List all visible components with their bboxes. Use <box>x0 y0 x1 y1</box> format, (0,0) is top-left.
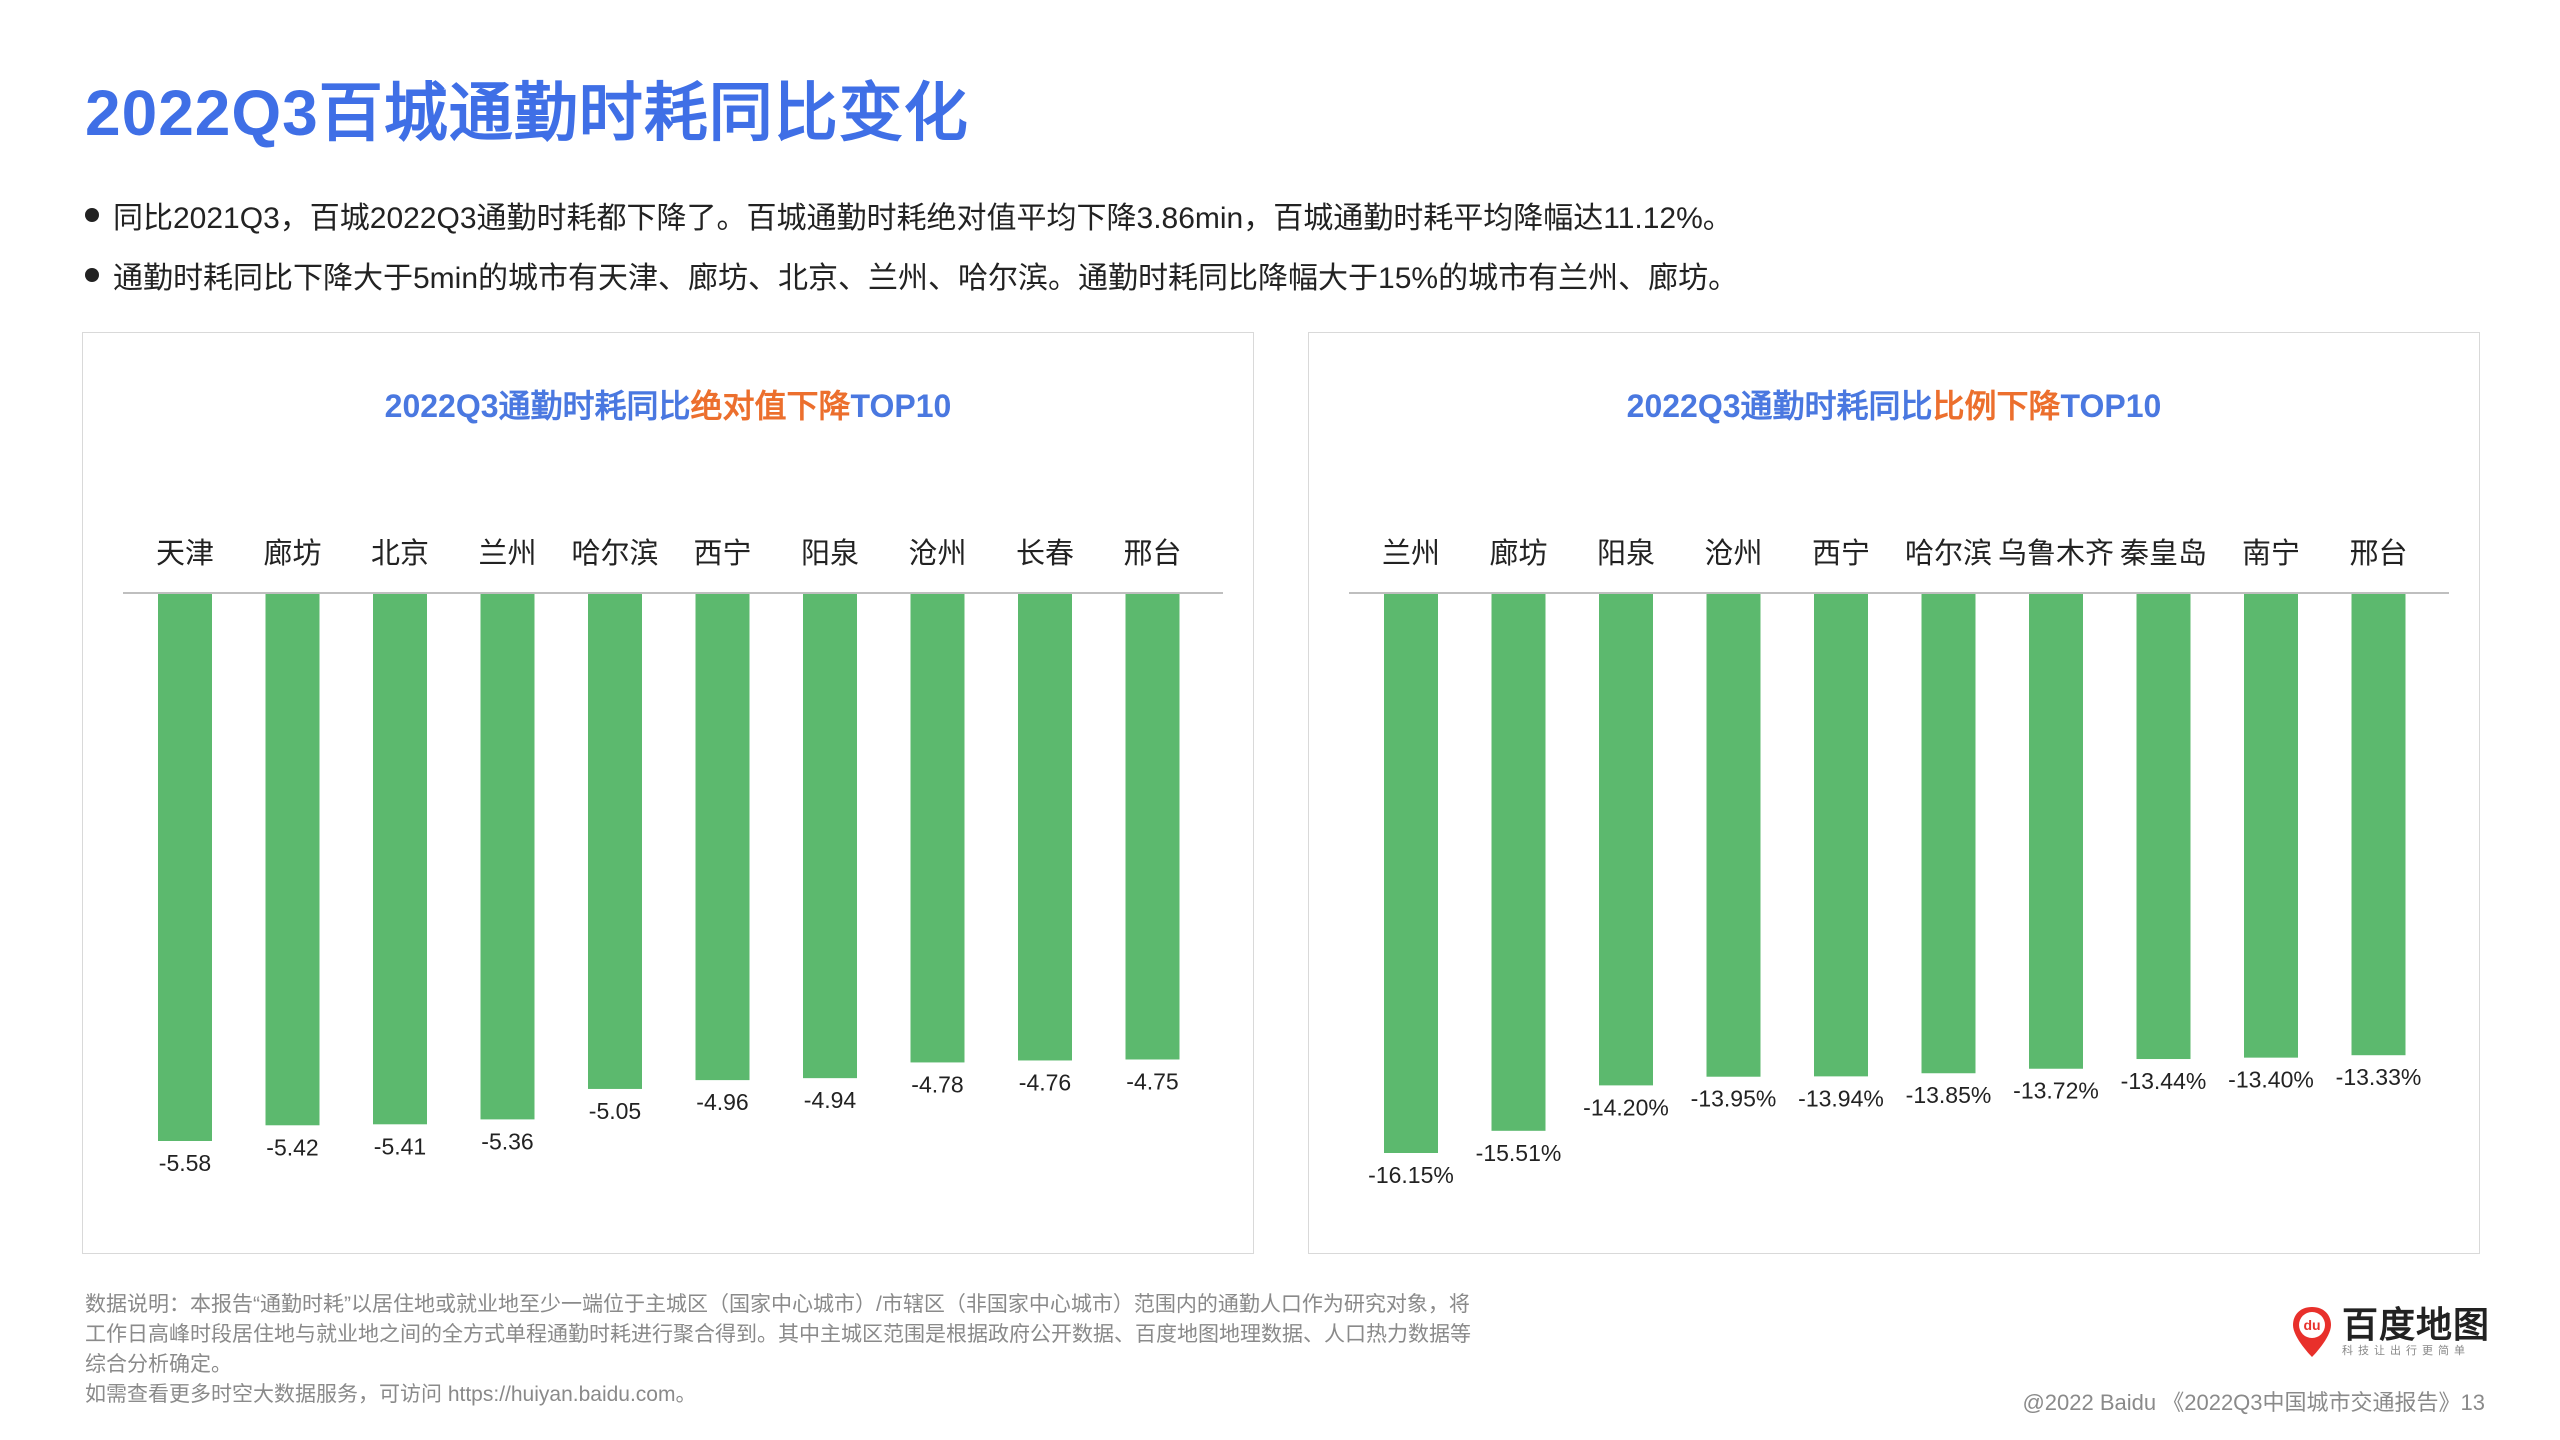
chart-title-highlight: 比例下降 <box>1932 388 2061 424</box>
bullet-item: 同比2021Q3，百城2022Q3通勤时耗都下降了。百城通勤时耗绝对值平均下降3… <box>85 185 1738 245</box>
bar <box>158 593 212 1141</box>
category-label: 阳泉 <box>1597 537 1655 570</box>
bar-value-label: -13.40% <box>2228 1067 2314 1093</box>
map-pin-icon: du <box>2293 1307 2331 1357</box>
category-label: 邢台 <box>2349 537 2407 570</box>
bar-value-label: -15.51% <box>1476 1140 1562 1166</box>
footnote-line: 数据说明：本报告“通勤时耗”以居住地或就业地至少一端位于主城区（国家中心城市）/… <box>85 1293 1470 1316</box>
bar <box>2244 593 2298 1058</box>
bar <box>1814 593 1868 1077</box>
logo-mark: du <box>2303 1317 2320 1333</box>
bar <box>1491 593 1546 1131</box>
bar-value-label: -13.95% <box>1691 1086 1777 1112</box>
bar <box>1125 593 1180 1060</box>
bar-value-label: -13.44% <box>2121 1068 2207 1094</box>
chart-title-prefix: 2022Q3通勤时耗同比 <box>384 388 691 424</box>
bar-value-label: -5.36 <box>481 1128 533 1154</box>
bar-value-label: -4.94 <box>804 1087 857 1113</box>
bar <box>1706 593 1761 1077</box>
category-label: 乌鲁木齐 <box>1998 537 2114 570</box>
bar <box>588 593 642 1089</box>
bar-value-label: -13.33% <box>2336 1064 2422 1090</box>
category-label: 哈尔滨 <box>571 537 658 570</box>
chart-panel-absolute: 2022Q3通勤时耗同比绝对值下降TOP10 天津 -5.58 廊坊 -5.42 北京 -… <box>82 332 1254 1254</box>
bullet-text: 通勤时耗同比下降大于5min的城市有天津、廊坊、北京、兰州、哈尔滨。通勤时耗同比… <box>113 262 1739 295</box>
category-label: 长春 <box>1016 537 1074 570</box>
footnote-line: 如需查看更多时空大数据服务，可访问 https://huiyan.baidu.c… <box>85 1383 697 1406</box>
bar-chart-absolute: 天津 -5.58 廊坊 -5.42 北京 -5.41 兰州 -5.36 哈尔滨 -5.05 西宁 -4… <box>123 537 1223 1176</box>
category-label: 沧州 <box>908 537 966 570</box>
bar-value-label: -13.85% <box>1906 1082 1992 1108</box>
page-title: 2022Q3百城通勤时耗同比变化 <box>85 77 969 149</box>
logo-slogan: 科技让出行更简单 <box>2342 1345 2470 1357</box>
bullet-text: 同比2021Q3，百城2022Q3通勤时耗都下降了。百城通勤时耗绝对值平均下降3… <box>113 202 1733 235</box>
category-label: 兰州 <box>478 537 536 570</box>
bar <box>1384 593 1438 1153</box>
bar-value-label: -5.41 <box>374 1133 426 1159</box>
category-label: 廊坊 <box>263 537 321 570</box>
bar-value-label: -5.58 <box>159 1150 211 1176</box>
baidu-map-logo: du 百度地图 科技让出行更简单 <box>2290 1305 2490 1359</box>
bar-value-label: -4.78 <box>911 1071 963 1097</box>
category-label: 哈尔滨 <box>1905 537 1992 570</box>
bar-value-label: -13.72% <box>2013 1078 2099 1104</box>
bar <box>2029 593 2083 1069</box>
bar-value-label: -13.94% <box>1798 1085 1884 1111</box>
bar <box>803 593 857 1079</box>
chart-title-prefix: 2022Q3通勤时耗同比 <box>1626 388 1933 424</box>
bar <box>695 593 750 1081</box>
category-label: 北京 <box>371 537 429 570</box>
bar <box>1018 593 1072 1061</box>
bar-value-label: -14.20% <box>1583 1094 1669 1120</box>
bar-value-label: -4.75 <box>1126 1068 1178 1094</box>
bullet-dot-icon <box>85 268 99 282</box>
bar-value-label: -16.15% <box>1368 1162 1454 1188</box>
logo-name: 百度地图 <box>2342 1304 2491 1345</box>
bar <box>265 593 320 1126</box>
category-label: 廊坊 <box>1489 537 1547 570</box>
bar <box>373 593 427 1125</box>
chart-title: 2022Q3通勤时耗同比绝对值下降TOP10 <box>83 381 1253 427</box>
bar <box>480 593 535 1120</box>
bar-chart-ratio: 兰州 -16.15% 廊坊 -15.51% 阳泉 -14.20% 沧州 -13.95% 西宁 -1… <box>1349 537 2449 1188</box>
category-label: 西宁 <box>693 537 751 570</box>
footnote-line: 综合分析确定。 <box>85 1353 232 1376</box>
category-label: 沧州 <box>1704 537 1762 570</box>
chart-panel-ratio: 2022Q3通勤时耗同比比例下降TOP10 兰州 -16.15% 廊坊 -15.51%… <box>1308 332 2480 1254</box>
category-label: 南宁 <box>2242 537 2300 570</box>
bar-value-label: -5.42 <box>266 1134 318 1160</box>
category-label: 天津 <box>156 538 214 570</box>
chart-title-highlight: 绝对值下降 <box>690 388 851 424</box>
bar-value-label: -4.96 <box>696 1089 748 1115</box>
bullet-item: 通勤时耗同比下降大于5min的城市有天津、廊坊、北京、兰州、哈尔滨。通勤时耗同比… <box>85 245 1738 305</box>
bar <box>1921 593 1976 1074</box>
chart-title-suffix: TOP10 <box>2060 388 2162 424</box>
bar <box>2136 593 2191 1060</box>
category-label: 西宁 <box>1812 537 1870 570</box>
chart-title-suffix: TOP10 <box>850 388 952 424</box>
bar-value-label: -4.76 <box>1019 1069 1071 1095</box>
category-label: 阳泉 <box>801 537 859 570</box>
bullet-dot-icon <box>85 208 99 222</box>
bar <box>2351 593 2406 1056</box>
chart-title: 2022Q3通勤时耗同比比例下降TOP10 <box>1309 381 2479 427</box>
bar <box>1599 593 1653 1086</box>
bar <box>910 593 965 1063</box>
category-label: 秦皇岛 <box>2120 537 2207 570</box>
summary-bullets: 同比2021Q3，百城2022Q3通勤时耗都下降了。百城通勤时耗绝对值平均下降3… <box>85 185 1738 305</box>
category-label: 兰州 <box>1382 537 1440 570</box>
data-footnote: 数据说明：本报告“通勤时耗”以居住地或就业地至少一端位于主城区（国家中心城市）/… <box>85 1290 1645 1410</box>
bar-value-label: -5.05 <box>589 1098 641 1124</box>
copyright-text: @2022 Baidu 《2022Q3中国城市交通报告》13 <box>2022 1390 2485 1415</box>
footnote-line: 工作日高峰时段居住地与就业地之间的全方式单程通勤时耗进行聚合得到。其中主城区范围… <box>85 1323 1471 1346</box>
category-label: 邢台 <box>1123 537 1181 570</box>
